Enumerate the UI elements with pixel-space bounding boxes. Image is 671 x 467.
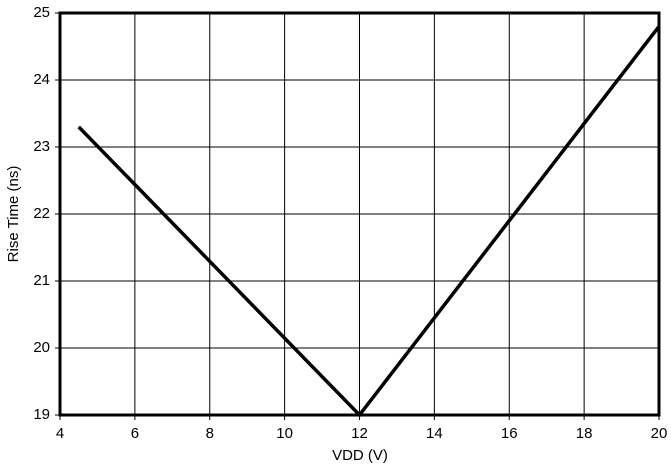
y-tick-label: 23	[33, 138, 50, 155]
y-tick-label: 22	[33, 205, 50, 222]
x-axis-label: VDD (V)	[332, 447, 388, 464]
y-tick-label: 20	[33, 339, 50, 356]
x-tick-label: 12	[351, 425, 368, 442]
x-tick-label: 10	[276, 425, 293, 442]
x-tick-label: 18	[576, 425, 593, 442]
x-tick-label: 14	[426, 425, 443, 442]
y-tick-label: 19	[33, 406, 50, 423]
y-tick-label: 21	[33, 272, 50, 289]
x-tick-label: 8	[206, 425, 214, 442]
x-tick-label: 20	[651, 425, 668, 442]
y-axis-label: Rise Time (ns)	[5, 166, 22, 263]
y-tick-label: 25	[33, 4, 50, 21]
x-tick-label: 6	[131, 425, 139, 442]
data-line	[77, 25, 661, 418]
x-tick-label: 4	[56, 425, 64, 442]
y-tick-label: 24	[33, 71, 50, 88]
x-tick-label: 16	[501, 425, 518, 442]
